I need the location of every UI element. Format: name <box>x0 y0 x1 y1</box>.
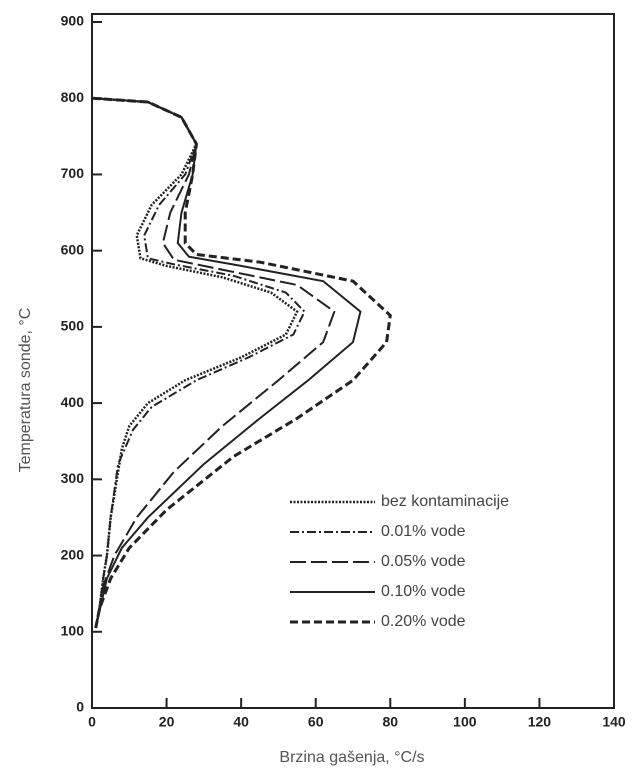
x-tick-label: 20 <box>159 714 175 730</box>
y-tick-label: 800 <box>61 89 85 105</box>
x-tick-label: 60 <box>308 714 324 730</box>
y-axis-label: Temperatura sonde, °C <box>17 308 34 473</box>
series-line <box>91 96 299 629</box>
y-tick-label: 900 <box>61 13 85 29</box>
legend-label: 0.01% vode <box>381 523 466 540</box>
legend-label: 0.10% vode <box>381 583 466 600</box>
x-tick-label: 140 <box>602 714 626 730</box>
legend-label: 0.20% vode <box>381 613 466 630</box>
x-tick-label: 80 <box>382 714 398 730</box>
y-tick-label: 0 <box>76 699 84 715</box>
legend-label: 0.05% vode <box>381 553 466 570</box>
y-tick-label: 100 <box>61 622 85 638</box>
series-line <box>91 97 306 629</box>
y-tick-label: 400 <box>61 394 85 410</box>
x-tick-label: 120 <box>528 714 552 730</box>
y-tick-label: 200 <box>61 546 85 562</box>
y-tick-label: 500 <box>61 318 85 334</box>
x-tick-label: 40 <box>233 714 249 730</box>
x-axis-label: Brzina gašenja, °C/s <box>279 749 424 766</box>
y-tick-label: 600 <box>61 241 85 257</box>
x-tick-label: 0 <box>88 714 96 730</box>
series-line <box>91 96 392 629</box>
x-tick-label: 100 <box>453 714 477 730</box>
plot-frame <box>91 13 615 709</box>
y-tick-label: 300 <box>61 470 85 486</box>
y-tick-label: 700 <box>61 165 85 181</box>
legend-label: bez kontaminacije <box>381 493 509 510</box>
